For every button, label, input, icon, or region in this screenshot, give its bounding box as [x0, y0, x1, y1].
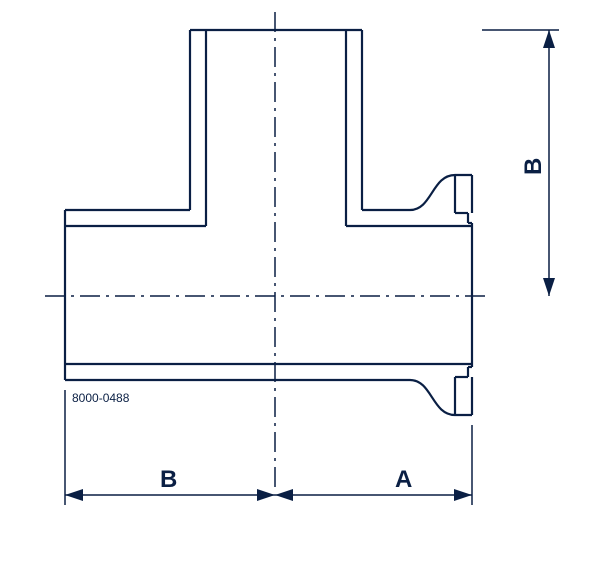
tee-fitting-outline	[65, 30, 472, 415]
part-number: 8000-0488	[72, 391, 130, 405]
dim-label-b-right: B	[520, 158, 547, 175]
technical-drawing: B A B 8000-0488	[0, 0, 600, 568]
extension-lines	[65, 30, 559, 505]
dimension-bottom-a: A	[275, 466, 472, 501]
dim-label-b-bottom: B	[160, 466, 177, 493]
dim-label-a: A	[395, 466, 412, 493]
dimension-right-b: B	[520, 30, 555, 296]
dimension-bottom-b: B	[65, 466, 275, 501]
centerlines	[45, 12, 490, 490]
